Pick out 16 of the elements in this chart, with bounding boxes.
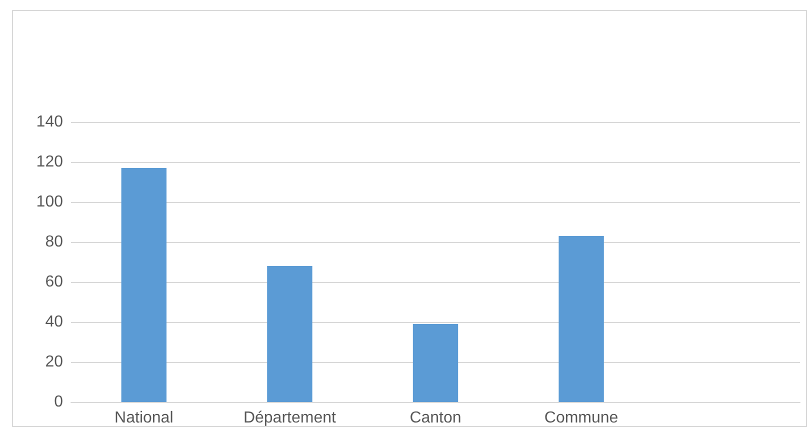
- x-tick-label: Canton: [410, 410, 462, 426]
- bar: [412, 324, 458, 402]
- y-tick-label: 100: [36, 194, 64, 210]
- y-tick-label: 120: [36, 154, 64, 170]
- y-tick-label: 60: [45, 274, 64, 290]
- x-tick-label: National: [114, 410, 174, 426]
- y-tick-label: 140: [36, 114, 64, 130]
- bar: [121, 168, 166, 402]
- x-tick-label: Département: [243, 410, 336, 426]
- bar: [267, 266, 312, 402]
- y-tick-label: 0: [54, 394, 64, 410]
- y-tick-label: 80: [45, 234, 64, 250]
- y-tick-label: 20: [45, 354, 64, 370]
- bar: [558, 236, 604, 402]
- y-tick-label: 40: [45, 314, 64, 330]
- x-tick-label: Commune: [544, 410, 618, 426]
